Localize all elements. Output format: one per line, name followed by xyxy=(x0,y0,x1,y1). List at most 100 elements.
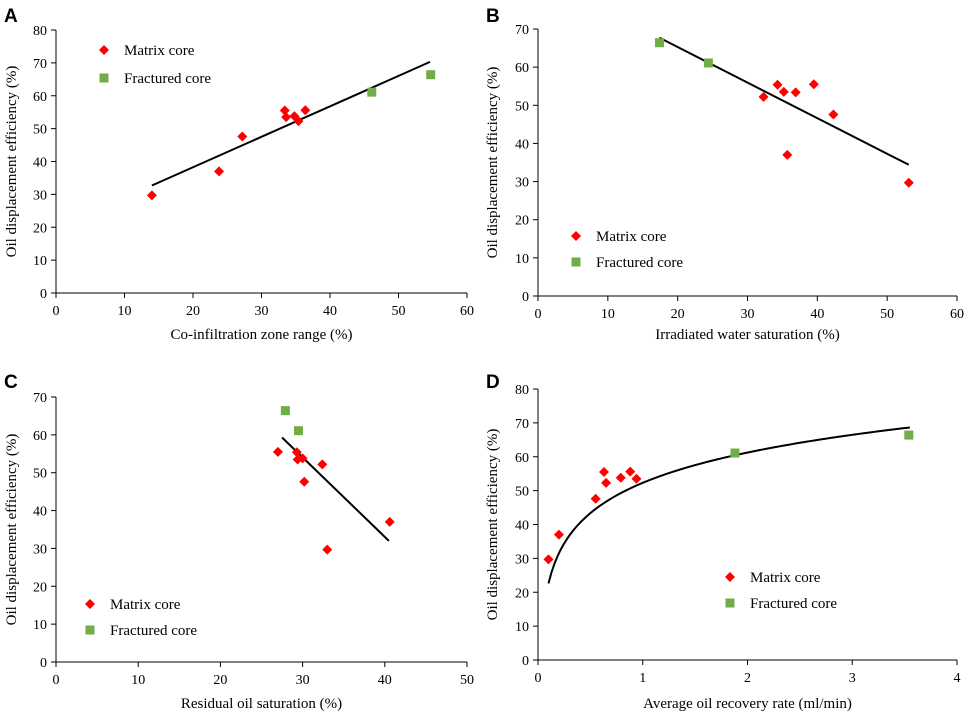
fit-line xyxy=(659,36,910,166)
legend-marker-fractured xyxy=(85,625,95,635)
legend: Matrix core Fractured core xyxy=(571,229,683,271)
data-point-matrix xyxy=(237,131,248,142)
y-tick-label: 60 xyxy=(33,90,47,105)
y-axis-label: Oil displacement efficiency (%) xyxy=(4,66,20,258)
data-point-matrix xyxy=(601,477,612,488)
x-tick-label: 60 xyxy=(460,304,474,319)
x-axis-label: Residual oil saturation (%) xyxy=(181,696,342,712)
data-point-matrix xyxy=(782,149,793,160)
x-axis-label: Irradiated water saturation (%) xyxy=(655,327,840,343)
legend-label-fractured: Fractured core xyxy=(596,255,683,271)
data-point-matrix xyxy=(828,109,839,120)
y-tick-label: 70 xyxy=(33,391,47,406)
data-point-fractured xyxy=(904,430,914,440)
y-axis-label: Oil displacement efficiency (%) xyxy=(485,67,501,259)
data-point-matrix xyxy=(631,473,642,484)
data-point-fractured xyxy=(703,58,713,68)
legend-marker-matrix xyxy=(725,572,735,582)
y-tick-label: 70 xyxy=(515,23,529,38)
y-tick-label: 10 xyxy=(33,254,47,269)
legend-label-matrix: Matrix core xyxy=(110,597,181,613)
legend-label-fractured: Fractured core xyxy=(750,596,837,612)
data-point-fractured xyxy=(293,426,303,436)
x-tick-label: 20 xyxy=(671,307,685,322)
data-point-matrix xyxy=(214,166,225,177)
x-tick-label: 40 xyxy=(323,304,337,319)
chart-panel-b: B 0 10 20 30 40 50 60 0 10 20 30 40 50 60 70 Irradiated … xyxy=(485,6,964,343)
data-point-matrix xyxy=(322,544,333,555)
x-tick-label: 50 xyxy=(460,673,474,688)
data-point-matrix xyxy=(543,554,554,565)
data-point-matrix xyxy=(758,91,769,102)
data-point-matrix xyxy=(808,79,819,90)
y-tick-label: 10 xyxy=(33,618,47,633)
x-tick-label: 10 xyxy=(601,307,615,322)
legend-marker-fractured xyxy=(571,257,581,267)
x-tick-label: 0 xyxy=(535,307,542,322)
legend-marker-fractured xyxy=(725,598,735,608)
x-tick-label: 20 xyxy=(186,304,200,319)
legend: Matrix core Fractured core xyxy=(85,597,197,639)
data-point-matrix xyxy=(772,79,783,90)
x-tick-label: 50 xyxy=(880,307,894,322)
x-tick-label: 10 xyxy=(118,304,132,319)
legend: Matrix core Fractured core xyxy=(725,570,837,612)
x-tick-label: 0 xyxy=(535,671,542,686)
y-tick-label: 60 xyxy=(515,61,529,76)
y-tick-label: 40 xyxy=(515,137,529,152)
x-tick-label: 40 xyxy=(810,307,824,322)
data-point-matrix xyxy=(293,116,304,127)
panel-label: A xyxy=(4,6,18,27)
chart-panel-c: C 0 10 20 30 40 50 0 10 20 30 40 50 60 70 Residual oil … xyxy=(4,372,474,712)
data-point-matrix xyxy=(272,446,283,457)
x-tick-label: 10 xyxy=(131,673,145,688)
data-point-matrix xyxy=(281,112,292,123)
x-tick-label: 60 xyxy=(950,307,964,322)
y-tick-label: 70 xyxy=(515,417,529,432)
y-tick-label: 80 xyxy=(33,24,47,39)
y-tick-label: 30 xyxy=(33,542,47,557)
x-axis-label: Co-infiltration zone range (%) xyxy=(170,327,352,343)
data-point-matrix xyxy=(778,86,789,97)
data-point-matrix xyxy=(279,105,290,116)
x-tick-label: 30 xyxy=(741,307,755,322)
y-tick-label: 0 xyxy=(522,290,529,305)
legend-label-matrix: Matrix core xyxy=(124,43,195,59)
x-tick-label: 0 xyxy=(53,304,60,319)
fit-curve xyxy=(547,426,910,584)
y-tick-label: 30 xyxy=(515,176,529,191)
data-point-matrix xyxy=(553,529,564,540)
y-tick-label: 50 xyxy=(33,467,47,482)
data-point-matrix xyxy=(790,87,801,98)
x-tick-label: 50 xyxy=(392,304,406,319)
y-tick-label: 20 xyxy=(515,586,529,601)
data-point-fractured xyxy=(655,38,665,48)
y-tick-label: 60 xyxy=(33,429,47,444)
legend-marker-matrix xyxy=(85,599,95,609)
data-point-matrix xyxy=(590,493,601,504)
panel-label: D xyxy=(486,372,500,393)
y-tick-label: 10 xyxy=(515,620,529,635)
x-axis-label: Average oil recovery rate (ml/min) xyxy=(643,696,852,712)
data-point-matrix xyxy=(146,190,157,201)
data-point-matrix xyxy=(297,453,308,464)
y-tick-label: 0 xyxy=(40,656,47,671)
fit-line xyxy=(151,60,431,187)
data-point-matrix xyxy=(903,177,914,188)
y-tick-label: 30 xyxy=(515,552,529,567)
y-tick-label: 0 xyxy=(40,287,47,302)
y-tick-label: 50 xyxy=(33,123,47,138)
legend-marker-matrix xyxy=(571,231,581,241)
y-tick-label: 70 xyxy=(33,57,47,72)
x-tick-label: 20 xyxy=(213,673,227,688)
x-tick-label: 40 xyxy=(378,673,392,688)
y-axis-label: Oil displacement efficiency (%) xyxy=(4,434,20,626)
panel-label: B xyxy=(486,6,500,27)
data-point-matrix xyxy=(300,105,311,116)
y-tick-label: 50 xyxy=(515,485,529,500)
data-point-matrix xyxy=(317,459,328,470)
y-tick-label: 30 xyxy=(33,188,47,203)
data-point-fractured xyxy=(730,448,740,458)
